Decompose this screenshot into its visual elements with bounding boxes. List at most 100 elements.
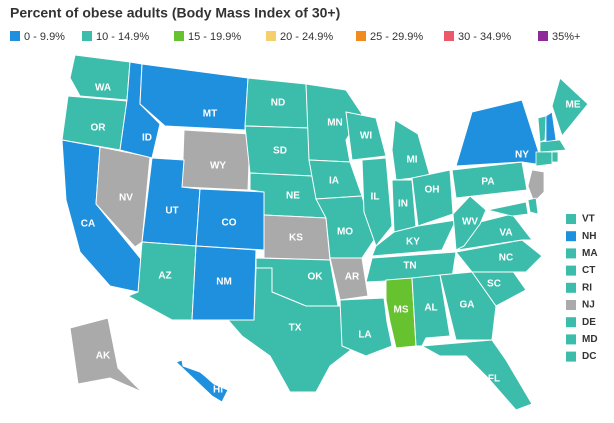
- small-state-swatch: [566, 265, 576, 276]
- state-label: MS: [394, 305, 409, 316]
- small-state-swatch: [566, 248, 576, 259]
- state-label: WI: [360, 131, 372, 142]
- state-label: NE: [286, 191, 300, 202]
- small-state-label: VT: [582, 214, 595, 225]
- map-title: Percent of obese adults (Body Mass Index…: [10, 5, 340, 21]
- small-state-label: CT: [582, 265, 595, 276]
- legend-label: 25 - 29.9%: [370, 31, 423, 43]
- state-label: TX: [289, 323, 302, 334]
- state-label: KY: [406, 237, 420, 248]
- legend-swatch: [82, 31, 92, 41]
- state-shape: [535, 151, 553, 167]
- state-shape: [226, 267, 357, 393]
- small-state-label: NJ: [582, 300, 595, 311]
- state-label: IA: [329, 176, 339, 187]
- state-label: AL: [424, 303, 437, 314]
- small-state-swatch: [566, 300, 576, 310]
- small-state-label: DC: [582, 351, 596, 362]
- legend-label: 10 - 14.9%: [96, 31, 149, 43]
- state-shape: [539, 139, 567, 153]
- state-label: MO: [337, 227, 353, 238]
- state-shape: [391, 119, 431, 181]
- small-state-swatch: [566, 214, 576, 224]
- state-label: MN: [327, 118, 343, 129]
- state-label: NC: [499, 253, 513, 264]
- legend-label: 15 - 19.9%: [188, 31, 241, 43]
- small-state-label: DE: [582, 317, 596, 328]
- state-label: IL: [371, 192, 380, 203]
- state-shape: [420, 339, 533, 411]
- state-label: AR: [345, 272, 360, 283]
- state-label: SC: [487, 279, 501, 290]
- state-shape: [527, 197, 539, 215]
- small-state-label: MD: [582, 334, 598, 345]
- state-shape: [551, 77, 589, 138]
- state-label: OK: [308, 272, 324, 283]
- state-label: KS: [289, 233, 303, 244]
- state-label: ME: [566, 100, 581, 111]
- state-shape: [139, 63, 249, 131]
- state-shape: [527, 169, 545, 203]
- small-state-swatch: [566, 231, 576, 242]
- state-label: FL: [488, 374, 500, 385]
- state-label: MI: [406, 155, 417, 166]
- state-label: WY: [210, 161, 226, 172]
- state-label: OH: [425, 185, 440, 196]
- legend-swatch: [174, 31, 184, 41]
- legend-label: 20 - 24.9%: [280, 31, 333, 43]
- state-label: HI: [213, 385, 223, 396]
- state-shape: [69, 54, 131, 101]
- state-label: WA: [95, 83, 111, 94]
- state-label: SD: [273, 146, 287, 157]
- legend-swatch: [444, 31, 454, 41]
- small-state-label: MA: [582, 248, 598, 259]
- state-label: TN: [403, 261, 416, 272]
- state-shape: [439, 271, 497, 341]
- state-shape: [487, 201, 529, 217]
- state-label: MT: [203, 109, 217, 120]
- legend-label: 0 - 9.9%: [24, 31, 65, 43]
- state-shape: [455, 99, 543, 167]
- state-label: OR: [91, 123, 107, 134]
- state-label: VA: [499, 228, 512, 239]
- state-shape: [175, 359, 229, 403]
- state-label: ND: [271, 98, 285, 109]
- state-shape: [361, 157, 393, 248]
- state-label: NV: [119, 193, 133, 204]
- small-state-swatch: [566, 282, 576, 293]
- state-label: PA: [481, 177, 494, 188]
- small-state-swatch: [566, 351, 576, 362]
- state-label: UT: [165, 206, 178, 217]
- state-label: CA: [81, 219, 95, 230]
- state-label: AK: [96, 351, 111, 362]
- legend-swatch: [266, 31, 276, 41]
- small-state-swatch: [566, 334, 576, 345]
- state-label: WV: [462, 217, 478, 228]
- legend-swatch: [356, 31, 366, 41]
- state-label: NM: [216, 277, 232, 288]
- state-shape: [339, 297, 393, 357]
- state-shape: [329, 257, 369, 301]
- state-label: GA: [460, 300, 475, 311]
- state-shape: [537, 115, 547, 143]
- small-state-label: RI: [582, 282, 592, 293]
- state-label: LA: [358, 330, 371, 341]
- state-label: CO: [222, 218, 237, 229]
- state-shape: [451, 161, 528, 199]
- legend-swatch: [10, 31, 20, 41]
- state-shape: [545, 111, 557, 143]
- state-shape: [411, 169, 454, 227]
- state-shape: [551, 151, 559, 163]
- state-label: NY: [515, 150, 529, 161]
- state-label: IN: [398, 199, 408, 210]
- legend-label: 35%+: [552, 31, 580, 43]
- legend-label: 30 - 34.9%: [458, 31, 511, 43]
- state-shape: [69, 317, 143, 393]
- small-state-label: NH: [582, 231, 596, 242]
- state-label: AZ: [158, 271, 171, 282]
- state-shape: [345, 111, 387, 161]
- small-state-swatch: [566, 317, 576, 328]
- state-label: ID: [142, 133, 152, 144]
- legend-swatch: [538, 31, 548, 41]
